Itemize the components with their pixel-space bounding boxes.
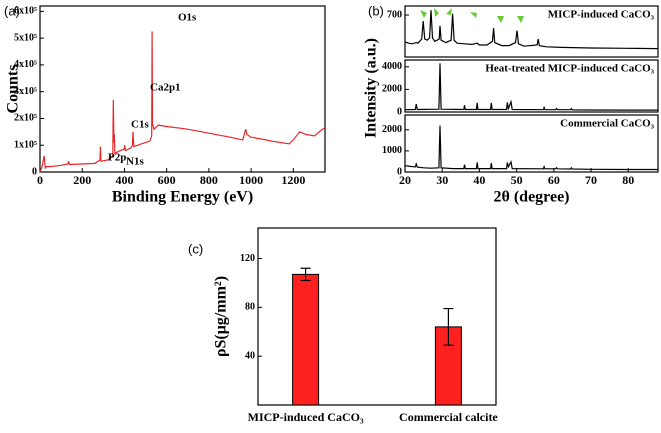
annotation: P2p	[108, 152, 126, 164]
x-tick-label: 800	[200, 173, 218, 187]
plot-frame	[257, 227, 497, 406]
panel-label: (b)	[368, 3, 384, 18]
series-label: Commercial CaCO₃	[560, 118, 655, 130]
plot-frame	[404, 114, 659, 173]
annotation: N1s	[126, 156, 144, 168]
x-tick-label: 20	[399, 173, 411, 187]
y-tick-label: 2x10⁵	[14, 113, 37, 124]
data-line	[404, 63, 658, 111]
x-tick-label: 400	[115, 173, 133, 187]
data-line	[404, 10, 659, 50]
x-tick-label: 80	[622, 173, 634, 187]
x-tick-label: 50	[511, 173, 523, 187]
y-tick-label: 80	[245, 302, 255, 313]
x-tick-label: Commercial calcite	[399, 410, 498, 424]
y-tick-label: 6x10⁵	[14, 6, 37, 17]
y-tick-label: 700	[387, 9, 402, 20]
arrow	[497, 16, 504, 23]
y-tick-label: 40	[245, 350, 255, 361]
x-axis-title: 2θ (degree)	[493, 189, 569, 206]
y-tick-label: 0	[397, 106, 402, 117]
error-bar	[300, 267, 311, 282]
arrow	[470, 12, 477, 18]
y-tick-label: 0	[397, 166, 402, 177]
y-axis-title: Counts	[5, 65, 22, 114]
x-tick-label: 0	[37, 173, 43, 187]
x-tick-label: 1000	[239, 173, 263, 187]
x-tick-label: 40	[473, 173, 485, 187]
error-bar	[443, 307, 454, 346]
arrow	[420, 10, 427, 18]
bar	[292, 273, 320, 406]
arrow	[446, 8, 452, 15]
panel-label: (c)	[188, 241, 203, 256]
x-tick-label: 60	[548, 173, 560, 187]
y-tick-label: 4000	[382, 61, 402, 72]
x-tick-label: 200	[73, 173, 91, 187]
peak-arrows	[420, 8, 524, 23]
x-tick-label: 600	[158, 173, 176, 187]
data-line	[404, 125, 658, 171]
data-line	[39, 31, 326, 173]
x-tick-label: 70	[585, 173, 597, 187]
plot-frame	[404, 5, 659, 58]
plot-frame	[404, 59, 659, 113]
y-tick-label: 5x10⁵	[14, 32, 37, 43]
annotation: O1s	[178, 12, 197, 24]
y-tick-label: 3x10⁵	[14, 86, 37, 97]
y-tick-label: 120	[240, 253, 255, 264]
x-axis-title: Binding Energy (eV)	[112, 189, 253, 206]
y-axis-title: ρS(μg/mm²)	[213, 276, 230, 357]
annotation: Ca2p1	[150, 82, 181, 94]
annotation: C1s	[131, 119, 149, 131]
y-tick-label: 0	[32, 166, 37, 177]
arrow	[517, 16, 524, 23]
series-label: Heat-treated MICP-induced CaCO₃	[485, 63, 654, 75]
plot-frame	[39, 5, 326, 173]
x-tick-label: 1200	[281, 173, 305, 187]
y-axis-title: Intensity (a.u.)	[363, 38, 380, 138]
panel-label: (a)	[4, 3, 20, 18]
y-tick-label: 2000	[382, 84, 402, 95]
y-tick-label: 4x10⁵	[14, 59, 37, 70]
y-tick-label: 2000	[382, 124, 402, 135]
y-tick-label: 1000	[382, 145, 402, 156]
arrow	[434, 8, 439, 17]
y-tick-label: 1x10⁵	[14, 140, 37, 151]
x-tick-label: MICP-induced CaCO₃	[248, 410, 364, 424]
x-tick-label: 30	[436, 173, 448, 187]
series-label: MICP-induced CaCO₃	[548, 9, 655, 21]
